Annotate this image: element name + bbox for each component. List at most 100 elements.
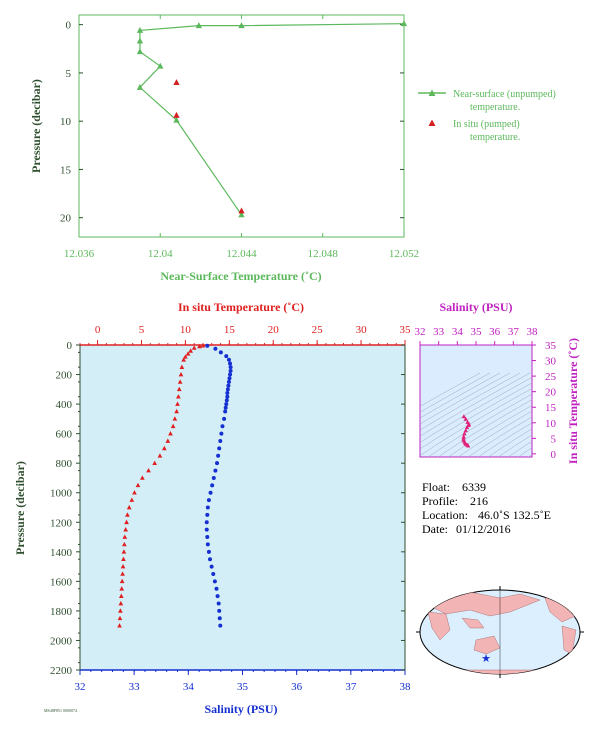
near-surface-ytick-label: 10	[60, 116, 72, 128]
legend-in-situ-label: In situ (pumped) temperature.	[453, 119, 520, 143]
temperature-point	[197, 343, 202, 349]
legend-in-situ-marker	[428, 119, 436, 126]
temperature-point	[168, 431, 173, 436]
ts-point	[466, 443, 471, 448]
ts-ylabel: In situ Temperature (˚C)	[566, 338, 580, 464]
salinity-point	[216, 453, 221, 458]
salinity-tick-label: 33	[129, 681, 141, 693]
pressure-tick-label: 1000	[50, 488, 73, 500]
float-value: 6339	[462, 480, 486, 494]
near-surface-xtick-label: 12.04	[148, 248, 173, 260]
near-surface-ytick-label: 20	[60, 213, 72, 225]
near-surface-plot-frame	[78, 14, 405, 238]
ts-density-contour	[467, 416, 532, 457]
in-situ-point	[173, 79, 180, 86]
salinity-point	[214, 586, 219, 591]
temperature-point	[118, 593, 124, 598]
salinity-point	[211, 571, 216, 576]
legend-in-situ-line1: In situ (pumped)	[453, 119, 520, 130]
near-surface-point	[238, 211, 245, 218]
temperature-point	[183, 354, 188, 359]
near-surface-point	[238, 22, 245, 29]
pressure-axis-label: Pressure (decibar)	[13, 461, 27, 555]
salinity-point	[205, 505, 210, 510]
temperature-point	[174, 408, 179, 414]
temperature-point	[176, 386, 182, 392]
float-label: Float:	[422, 480, 450, 494]
ts-density-contour	[420, 372, 521, 431]
salinity-point	[227, 376, 232, 381]
near-surface-xtick-label: 12.048	[308, 248, 339, 260]
temperature-point	[118, 608, 123, 613]
temperature-point	[122, 541, 127, 547]
salinity-point	[210, 483, 215, 488]
salinity-point	[223, 409, 228, 414]
salinity-tick-label: 37	[345, 681, 357, 693]
salinity-point	[206, 549, 211, 554]
ts-density-contour	[517, 447, 532, 457]
ts-xtick-label: 37	[508, 326, 520, 338]
legend-near-surface-line1: Near-surface (unpumped)	[453, 89, 556, 100]
salinity-point	[212, 579, 217, 584]
ts-density-contour	[420, 372, 501, 419]
temperature-point	[118, 600, 124, 606]
salinity-point	[218, 439, 223, 444]
legend-near-surface-line2: temperature.	[470, 102, 520, 113]
salinity-point	[228, 361, 233, 366]
salinity-point	[224, 398, 229, 403]
temperature-point	[191, 345, 197, 350]
salinity-point	[228, 365, 233, 370]
location-label: Location:	[422, 508, 468, 522]
pressure-tick-label: 2000	[50, 635, 73, 647]
salinity-point	[215, 461, 220, 466]
salinity-point	[205, 542, 210, 547]
salinity-point	[224, 402, 229, 407]
ts-density-contour	[420, 372, 531, 437]
temperature-point	[172, 416, 178, 421]
ts-panel: 32 33 34 35 36 37 38 0 5 10 15 20 25 30 35 Salinity (…	[415, 300, 581, 464]
salinity-point	[204, 520, 209, 525]
temperature-point	[140, 475, 145, 480]
salinity-point	[218, 350, 223, 355]
temperature-point	[185, 351, 191, 356]
salinity-point	[219, 431, 224, 436]
salinity-point	[204, 527, 209, 532]
salinity-point	[205, 535, 210, 540]
salinity-point	[205, 512, 210, 517]
ts-density-contour	[420, 382, 532, 450]
pressure-tick-label: 600	[56, 429, 73, 441]
ts-xtick-label: 34	[452, 326, 464, 338]
ts-density-contour	[527, 454, 532, 457]
near-surface-ytick-label: 15	[60, 164, 72, 176]
temperature-point	[121, 556, 126, 562]
pressure-tick-label: 1400	[50, 547, 73, 559]
pressure-tick-label: 800	[56, 458, 73, 470]
temperature-point	[179, 364, 185, 369]
in-situ-point	[173, 111, 180, 118]
ts-ytick-label: 30	[545, 356, 557, 368]
temperature-point	[125, 512, 130, 517]
temperature-point	[165, 438, 171, 443]
salinity-point	[228, 368, 233, 373]
near-surface-xtick-label: 12.052	[389, 248, 419, 260]
salinity-point	[217, 446, 222, 451]
map-southeast-asia	[461, 617, 485, 629]
salinity-point	[217, 608, 222, 613]
ts-plot-frame	[419, 344, 533, 458]
profile-panel: 0 5 10 15 20 25 30 35 32 33 34 35 36 37 38 0 200 400 600…	[13, 300, 411, 716]
salinity-point	[208, 490, 213, 495]
near-surface-xtick-label: 12.044	[226, 248, 257, 260]
salinity-point	[208, 557, 212, 562]
temperature-tick-label: 15	[224, 324, 236, 336]
temperature-point	[120, 563, 126, 569]
near-surface-panel: 12.036 12.04 12.044 12.048 12.052 0 5 10 15 20 N…	[29, 14, 556, 283]
temperature-point	[117, 623, 122, 628]
map-ticks	[416, 586, 584, 678]
profile-label: Profile:	[422, 494, 458, 508]
legend-near-surface-label: Near-surface (unpumped) temperature.	[453, 89, 556, 113]
temperature-point	[170, 423, 176, 429]
temperature-tick-label: 35	[400, 324, 412, 336]
salinity-point	[211, 475, 216, 480]
location-star-icon: ★	[481, 653, 491, 665]
